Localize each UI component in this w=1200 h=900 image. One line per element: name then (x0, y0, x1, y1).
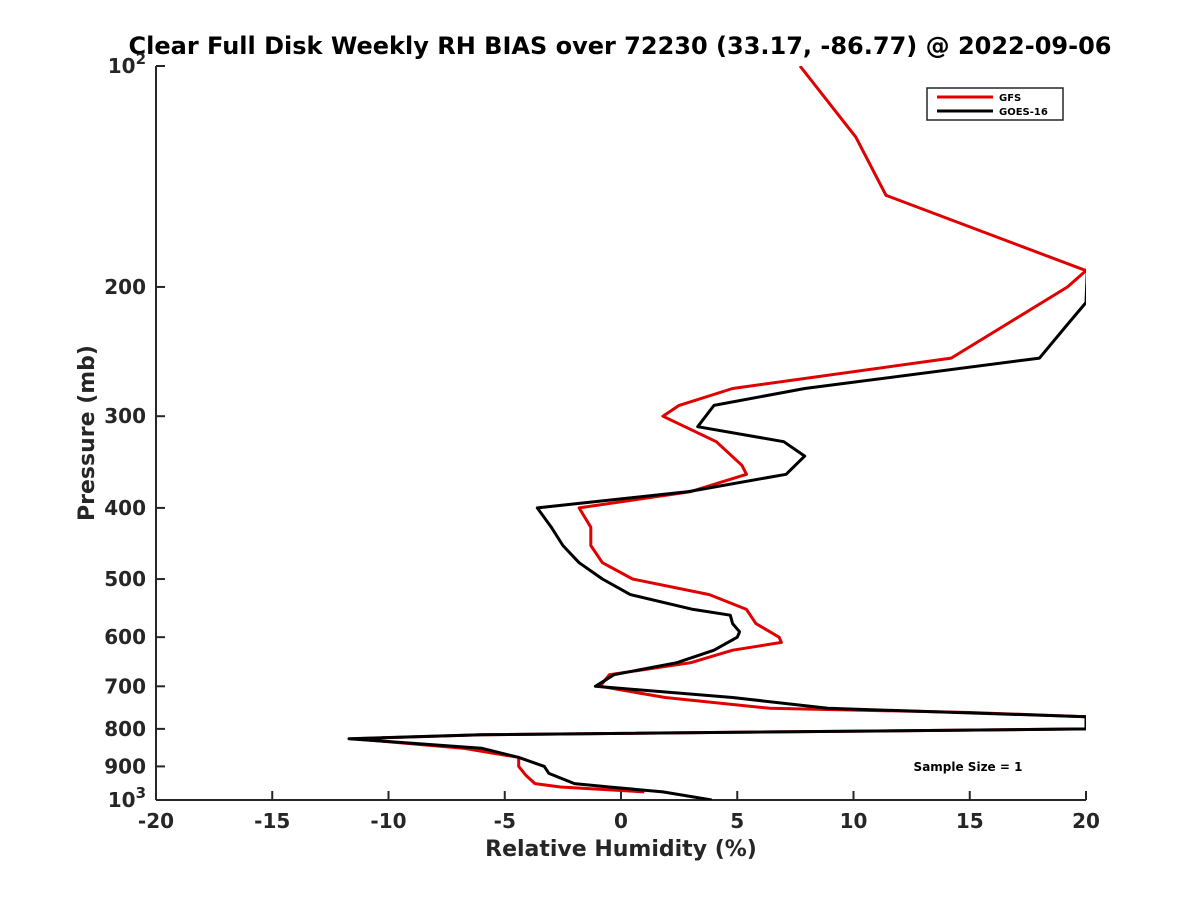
y-tick-label: 103 (108, 784, 146, 812)
x-tick-label: 10 (840, 809, 868, 833)
sample-size-annotation: Sample Size = 1 (914, 760, 1023, 774)
legend: GFS GOES-16 (926, 87, 1064, 121)
x-axis-label: Relative Humidity (%) (485, 837, 757, 862)
legend-label: GOES-16 (999, 107, 1048, 118)
y-tick-label: 700 (104, 674, 146, 698)
x-tick-label: -15 (254, 809, 290, 833)
x-tick-label: 20 (1072, 809, 1100, 833)
y-tick-label: 800 (104, 717, 146, 741)
x-tick-label: -10 (370, 809, 406, 833)
y-axis-label: Pressure (mb) (75, 345, 100, 521)
chart-title: Clear Full Disk Weekly RH BIAS over 7223… (129, 32, 1112, 60)
y-tick-label: 600 (104, 625, 146, 649)
x-tick-label: 5 (730, 809, 744, 833)
x-tick-label: -5 (494, 809, 516, 833)
legend-label: GFS (999, 93, 1021, 104)
x-tick-label: 0 (614, 809, 628, 833)
y-tick-label: 102 (108, 50, 146, 78)
y-tick-label: 300 (104, 404, 146, 428)
y-tick-label: 900 (104, 754, 146, 778)
x-tick-label: -20 (138, 809, 174, 833)
legend-box (926, 87, 1064, 121)
series-line-gfs (352, 66, 1086, 794)
y-tick-label: 500 (104, 567, 146, 591)
axes: -20 -15 -10 -5 0 5 10 15 20 102 200 300 400 500 600 700… (104, 50, 1100, 833)
series-line-goes-16 (347, 265, 1086, 800)
y-tick-label: 200 (104, 275, 146, 299)
x-tick-label: 15 (956, 809, 984, 833)
y-tick-label: 400 (104, 496, 146, 520)
plot-area (347, 66, 1086, 800)
